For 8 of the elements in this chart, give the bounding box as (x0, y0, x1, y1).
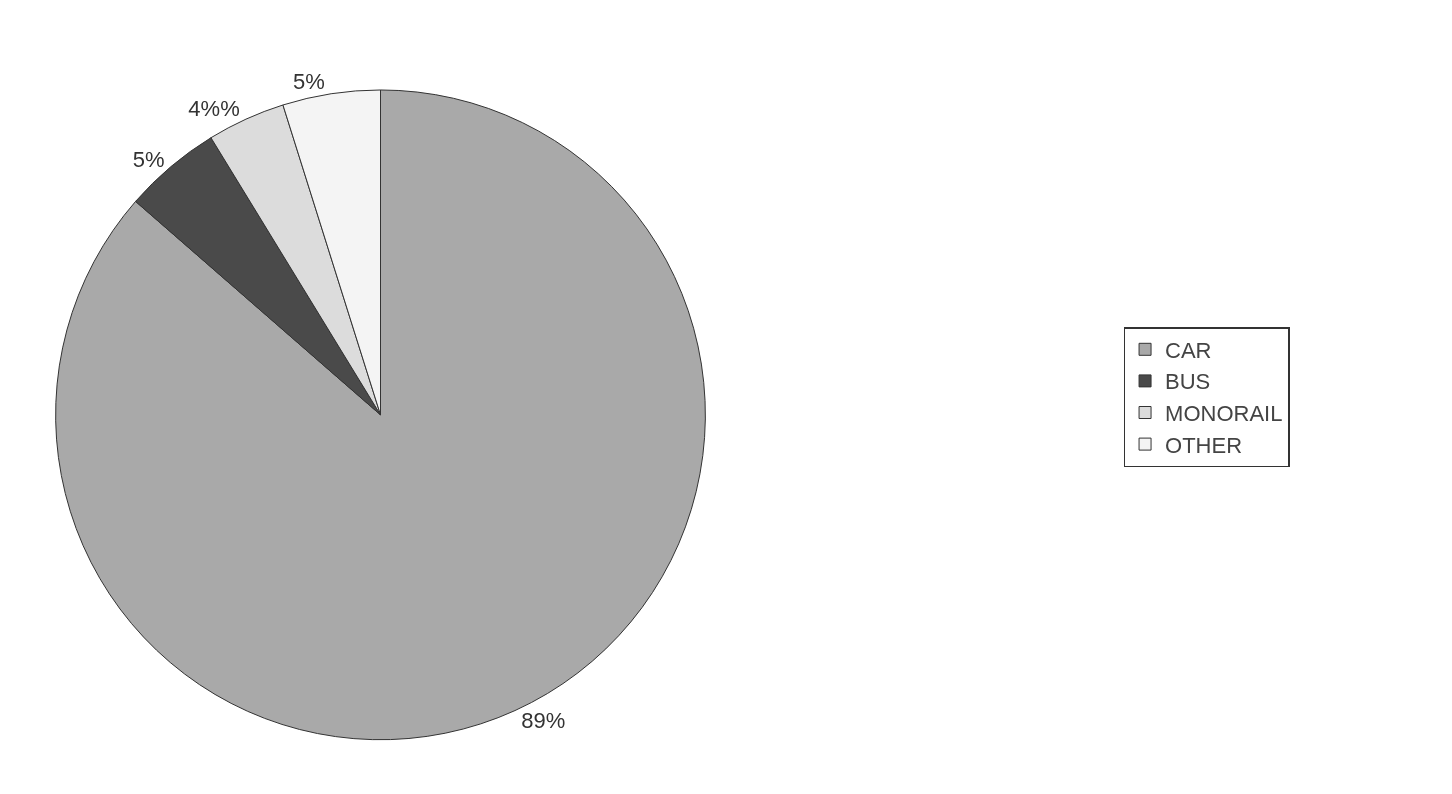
data-label: 5% (293, 69, 325, 95)
legend-label: MONORAIL (1165, 401, 1283, 427)
data-label: 4%% (188, 96, 240, 122)
legend-label: OTHER (1165, 432, 1243, 458)
data-label: 89% (521, 708, 566, 734)
data-label: 5% (132, 146, 165, 172)
legend-label: CAR (1165, 337, 1212, 363)
legend-label: BUS (1165, 369, 1211, 395)
